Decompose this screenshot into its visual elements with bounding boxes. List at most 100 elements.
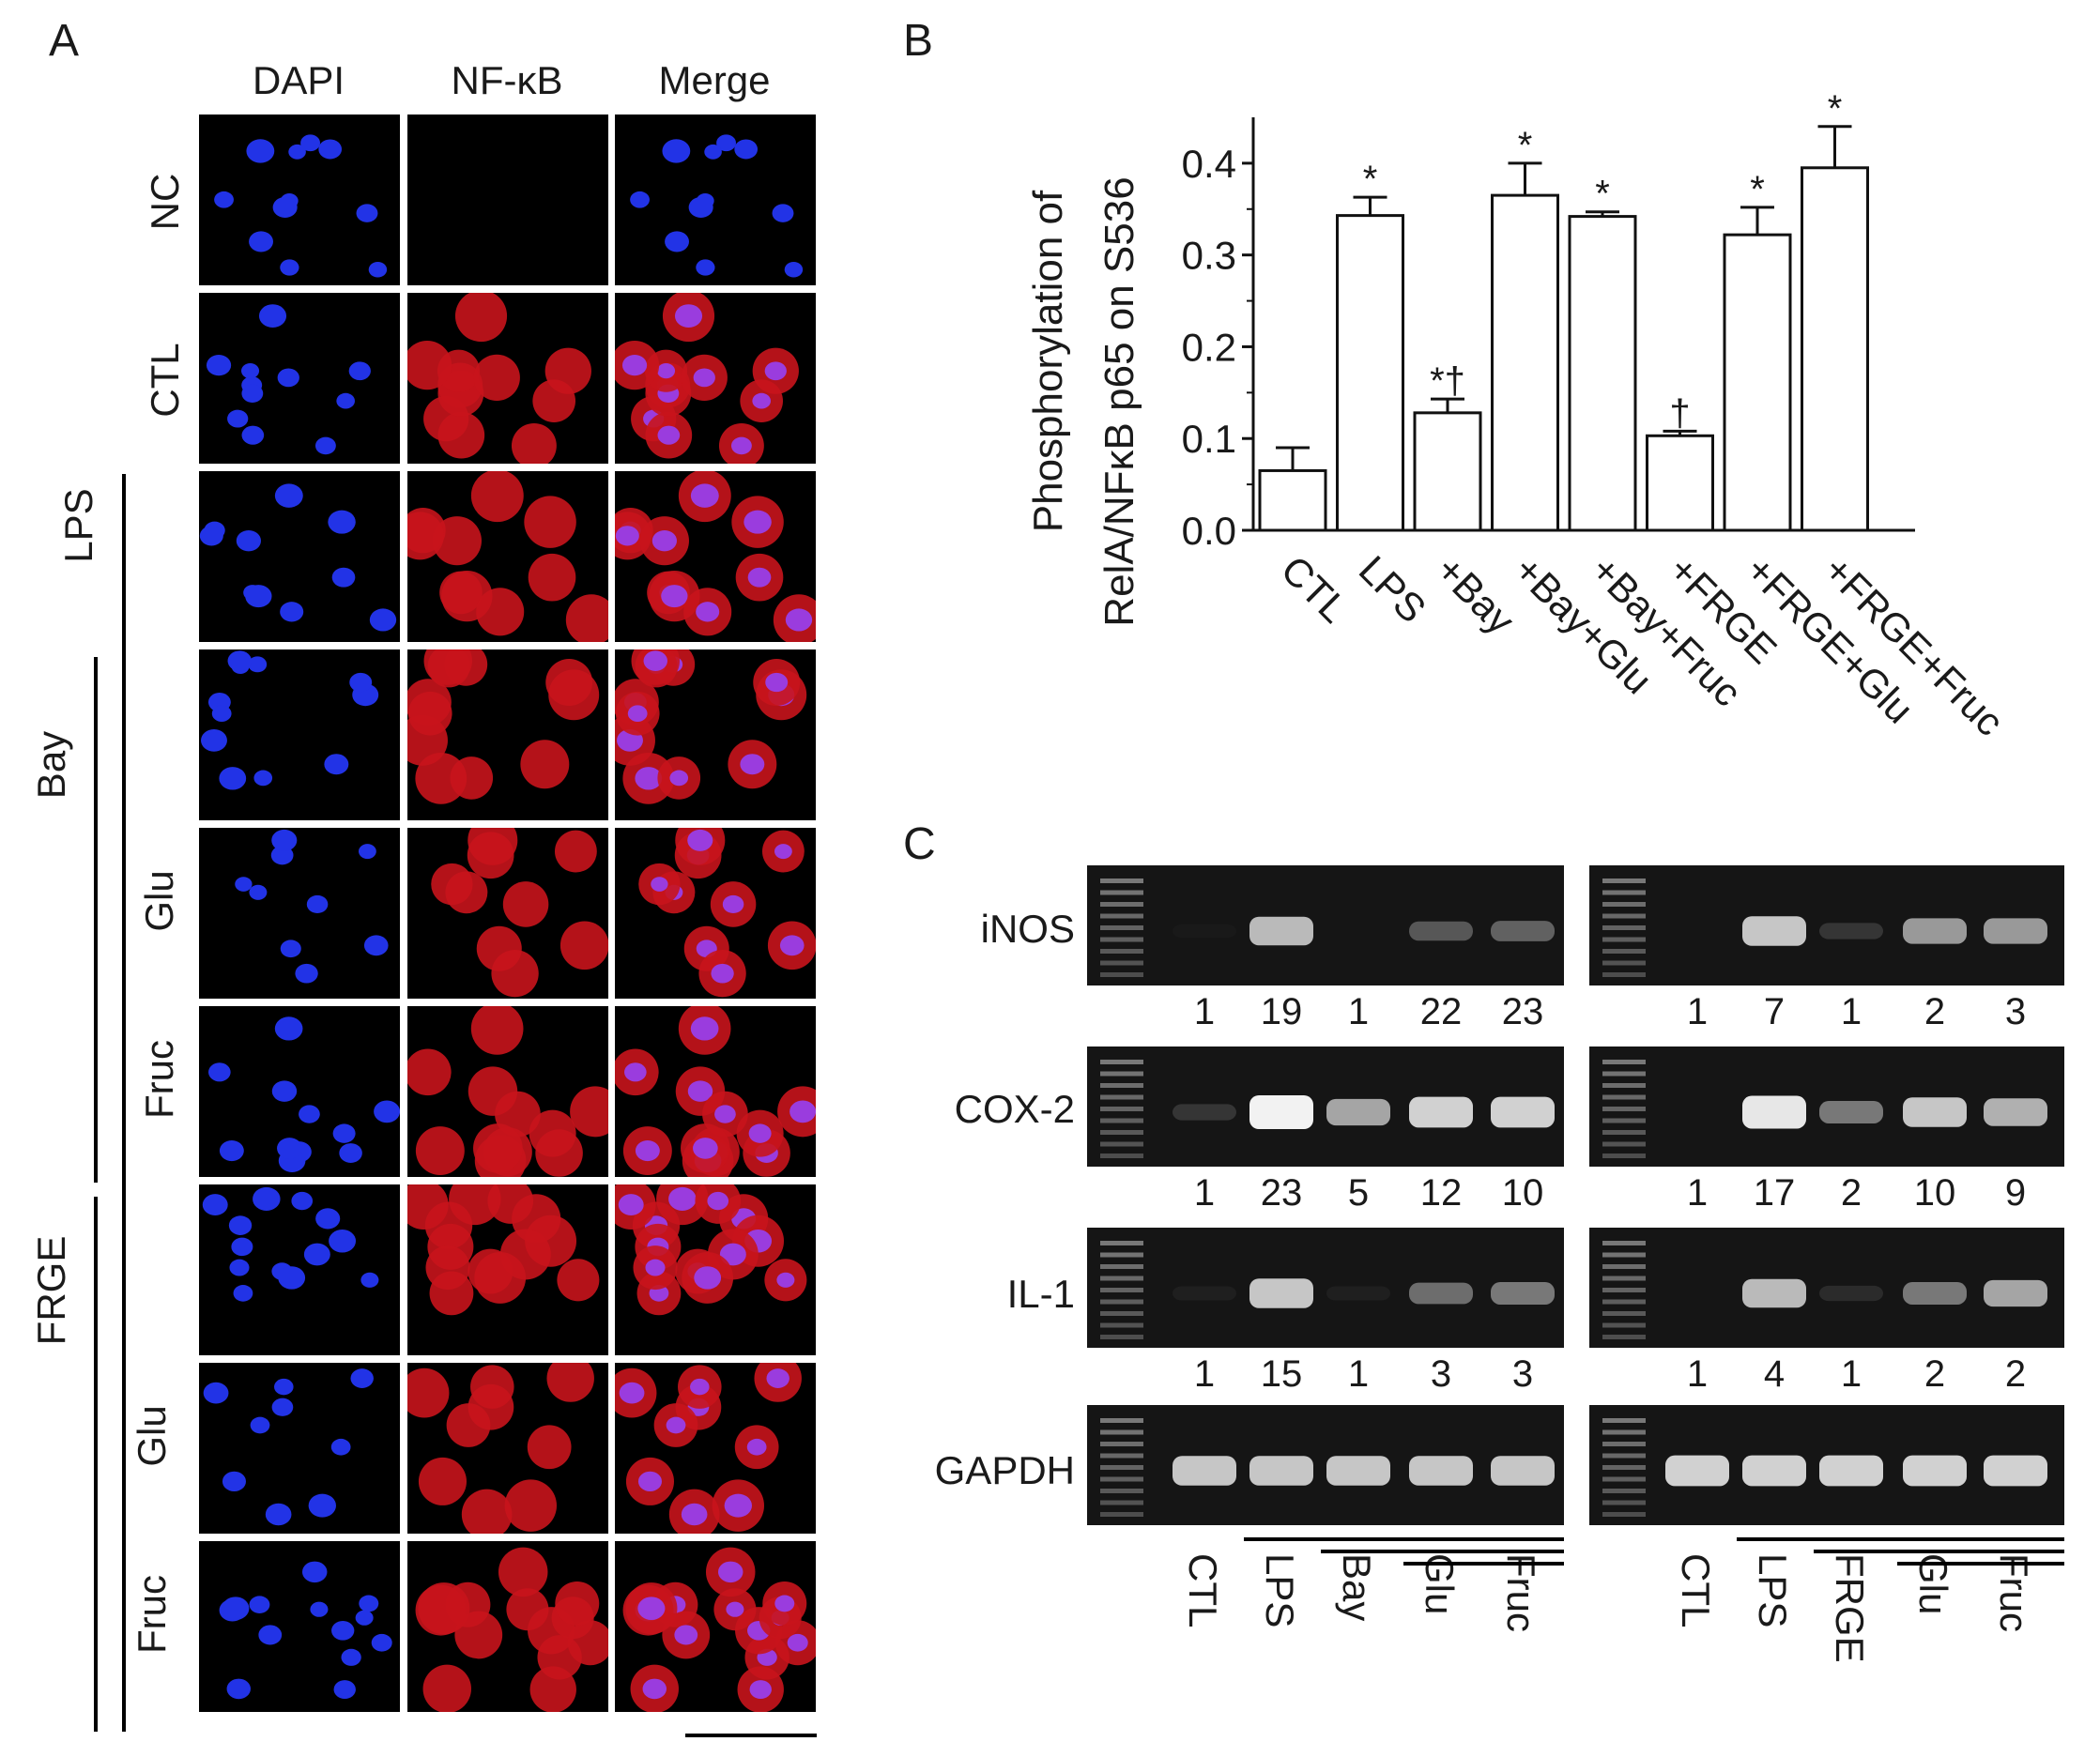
ladder-band: [1602, 1288, 1646, 1292]
ladder-band: [1100, 1322, 1143, 1328]
panel-c-letter: C: [903, 819, 936, 869]
ladder-band: [1602, 1418, 1646, 1423]
band-quant: 1: [1686, 991, 1709, 1032]
bar: [1568, 215, 1637, 532]
ladder-band: [1602, 1489, 1646, 1493]
band-quant: 2: [1924, 991, 1946, 1032]
ladder-band: [1100, 1083, 1143, 1088]
ladder-band: [1602, 1453, 1646, 1459]
ladder-band: [1602, 1141, 1646, 1147]
group-label-frge: FRGE: [29, 1235, 73, 1346]
gel-band: [1491, 1282, 1555, 1305]
micrograph-r1-c1: [199, 115, 400, 285]
micrograph-r2-c2: [407, 293, 608, 464]
ladder-band: [1602, 878, 1646, 883]
ladder-band: [1100, 1512, 1143, 1517]
ladder-band: [1100, 1311, 1143, 1316]
ladder-band: [1602, 972, 1646, 977]
gel-band: [1491, 1456, 1555, 1486]
band-quant: 1: [1347, 991, 1370, 1032]
lane-label: FRGE: [1828, 1553, 1872, 1663]
bar: [1491, 193, 1559, 532]
ladder-band: [1100, 1107, 1143, 1111]
ladder-band: [1100, 1465, 1143, 1470]
ladder-band: [1602, 1429, 1646, 1435]
ladder-band: [1100, 1442, 1143, 1446]
micrograph-r5-c1: [199, 828, 400, 999]
band-quant: 1: [1193, 1172, 1216, 1214]
ladder-band: [1100, 1489, 1143, 1493]
gel-band: [1409, 1096, 1473, 1128]
gel-left-3: [1087, 1228, 1564, 1348]
ladder-band: [1100, 1252, 1143, 1258]
ladder-band: [1100, 1429, 1143, 1435]
gel-band: [1742, 1278, 1806, 1308]
ladder-band: [1100, 902, 1143, 907]
gel-band: [1742, 916, 1806, 946]
ladder-band: [1100, 1094, 1143, 1100]
group-bracket-frge: [94, 1197, 98, 1732]
gene-label-inos: iNOS: [980, 907, 1075, 951]
ladder-band: [1100, 1264, 1143, 1269]
ladder-band: [1100, 1335, 1143, 1339]
ladder-band: [1602, 949, 1646, 954]
micrograph-r9-c1: [199, 1541, 400, 1712]
band-quant: 4: [1763, 1353, 1786, 1395]
lps-bracket: [1737, 1537, 2064, 1541]
micrograph-r4-c2: [407, 649, 608, 820]
scale-bar: [685, 1734, 817, 1737]
gel-band: [1173, 1456, 1236, 1486]
gel-band: [1249, 1278, 1313, 1308]
ladder-band: [1100, 913, 1143, 919]
band-quant: 1: [1686, 1172, 1709, 1214]
row-label-bay-fruc: Fruc: [137, 1040, 181, 1119]
micrograph-r6-c3: [615, 1006, 816, 1177]
micrograph-r5-c2: [407, 828, 608, 999]
ladder-band: [1602, 1311, 1646, 1316]
band-quant: 10: [1913, 1172, 1956, 1214]
ladder-band: [1602, 1264, 1646, 1269]
band-quant: 2: [1924, 1353, 1946, 1395]
band-quant: 3: [2004, 991, 2027, 1032]
significance-mark: *: [1363, 159, 1378, 200]
column-header-merge: Merge: [658, 58, 771, 102]
micrograph-r5-c3: [615, 828, 816, 999]
y-tick-label: 0.2: [1182, 325, 1236, 369]
gel-band: [1326, 1286, 1390, 1301]
band-quant: 12: [1419, 1172, 1463, 1214]
micrograph-r8-c1: [199, 1363, 400, 1534]
band-quant: 1: [1193, 991, 1216, 1032]
band-quant: 19: [1260, 991, 1303, 1032]
gel-band: [1491, 921, 1555, 941]
gel-band: [1173, 1286, 1236, 1301]
ladder-band: [1602, 1512, 1646, 1517]
band-quant: 23: [1260, 1172, 1303, 1214]
gel-band: [1819, 923, 1883, 940]
y-tick-label: 0.1: [1182, 417, 1236, 461]
ladder-band: [1602, 1241, 1646, 1245]
ladder-band: [1602, 1500, 1646, 1505]
gel-band: [1903, 1282, 1967, 1305]
ladder-band: [1602, 1476, 1646, 1482]
gel-left-1: [1087, 865, 1564, 985]
gel-band: [1819, 1455, 1883, 1487]
significance-mark: †: [1669, 392, 1690, 434]
lps-bracket: [1244, 1537, 1564, 1541]
gel-band: [1173, 924, 1236, 938]
ladder-band: [1602, 1083, 1646, 1088]
gel-band: [1819, 1101, 1883, 1123]
ladder-band: [1100, 1418, 1143, 1423]
gel-band: [1173, 1104, 1236, 1121]
gel-right-2: [1589, 1047, 2064, 1167]
ladder-band: [1602, 1154, 1646, 1158]
ladder-band: [1100, 1276, 1143, 1281]
band-quant: 17: [1753, 1172, 1796, 1214]
ladder-band: [1602, 902, 1646, 907]
lane-label: Bay: [1335, 1553, 1379, 1622]
bar: [1258, 468, 1327, 532]
band-quant: 10: [1501, 1172, 1544, 1214]
ladder-band: [1100, 1130, 1143, 1135]
ladder-band: [1100, 960, 1143, 966]
ladder-band: [1602, 925, 1646, 930]
ladder-band: [1602, 1442, 1646, 1446]
